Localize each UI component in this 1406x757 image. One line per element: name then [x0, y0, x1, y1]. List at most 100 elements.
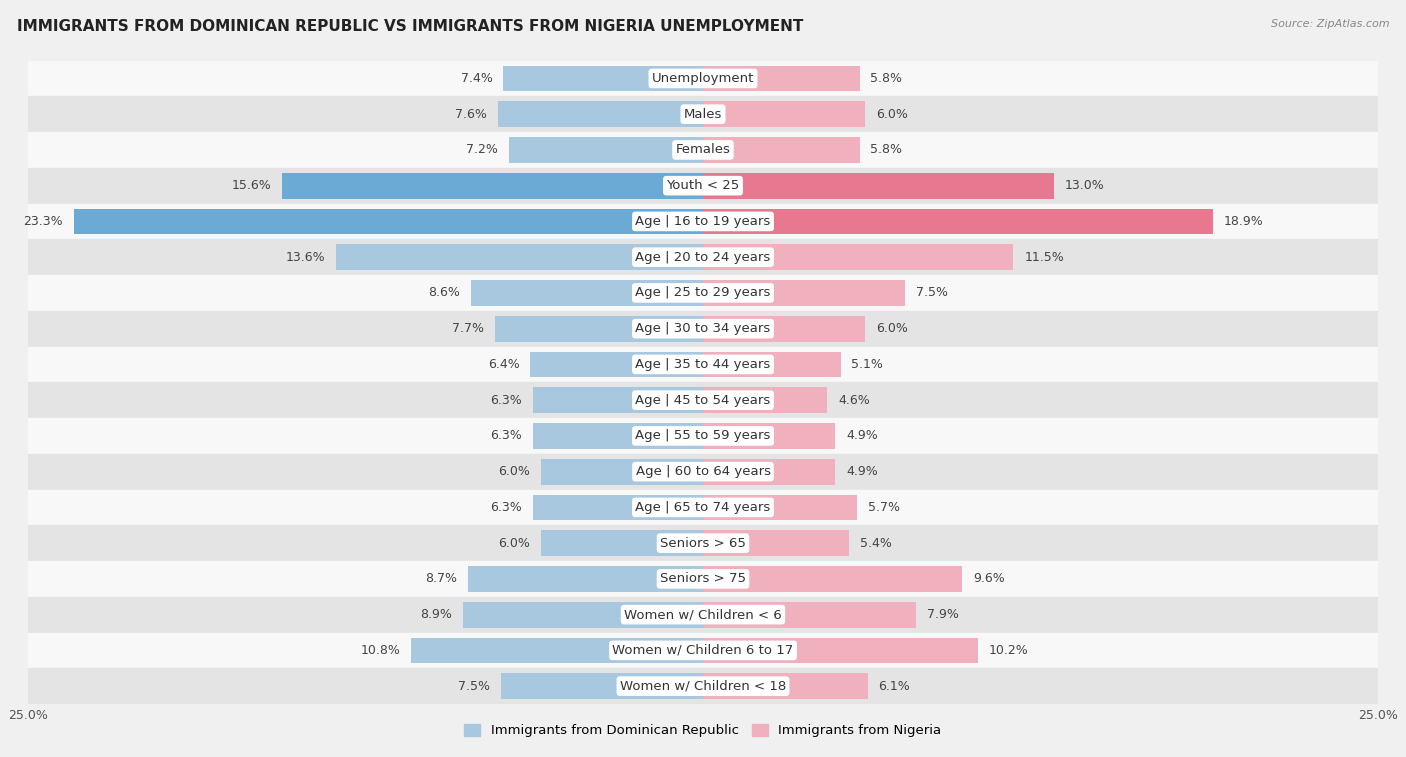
Text: 7.2%: 7.2% — [465, 143, 498, 157]
Bar — [28, 96, 1378, 132]
Text: Age | 20 to 24 years: Age | 20 to 24 years — [636, 251, 770, 263]
Bar — [336, 245, 703, 270]
Bar — [498, 101, 703, 127]
Bar — [75, 208, 703, 235]
Text: 23.3%: 23.3% — [24, 215, 63, 228]
Text: Age | 65 to 74 years: Age | 65 to 74 years — [636, 501, 770, 514]
Bar — [541, 531, 703, 556]
Bar — [530, 351, 703, 377]
Bar — [703, 637, 979, 663]
Text: 18.9%: 18.9% — [1225, 215, 1264, 228]
Bar — [495, 316, 703, 341]
Bar — [703, 280, 905, 306]
Text: 6.0%: 6.0% — [876, 107, 908, 120]
Bar — [468, 566, 703, 592]
Bar — [28, 275, 1378, 311]
Text: Seniors > 75: Seniors > 75 — [659, 572, 747, 585]
Bar — [703, 531, 849, 556]
Bar — [703, 566, 962, 592]
Text: Women w/ Children 6 to 17: Women w/ Children 6 to 17 — [613, 644, 793, 657]
Text: Source: ZipAtlas.com: Source: ZipAtlas.com — [1271, 19, 1389, 29]
Text: Women w/ Children < 6: Women w/ Children < 6 — [624, 608, 782, 621]
Text: Age | 35 to 44 years: Age | 35 to 44 years — [636, 358, 770, 371]
Bar — [463, 602, 703, 628]
Bar — [28, 347, 1378, 382]
Bar — [703, 316, 865, 341]
Bar — [28, 311, 1378, 347]
Bar — [541, 459, 703, 484]
Text: 6.0%: 6.0% — [498, 537, 530, 550]
Bar — [412, 637, 703, 663]
Bar — [533, 423, 703, 449]
Text: Age | 16 to 19 years: Age | 16 to 19 years — [636, 215, 770, 228]
Text: Age | 30 to 34 years: Age | 30 to 34 years — [636, 322, 770, 335]
Text: 4.6%: 4.6% — [838, 394, 870, 407]
Text: 6.0%: 6.0% — [876, 322, 908, 335]
Bar — [28, 239, 1378, 275]
Bar — [703, 602, 917, 628]
Bar — [703, 351, 841, 377]
Bar — [28, 132, 1378, 168]
Bar — [28, 561, 1378, 597]
Text: 10.2%: 10.2% — [990, 644, 1029, 657]
Text: 6.0%: 6.0% — [498, 465, 530, 478]
Text: 7.9%: 7.9% — [927, 608, 959, 621]
Text: Age | 45 to 54 years: Age | 45 to 54 years — [636, 394, 770, 407]
Text: 9.6%: 9.6% — [973, 572, 1005, 585]
Text: 5.7%: 5.7% — [868, 501, 900, 514]
Bar — [503, 66, 703, 92]
Text: Unemployment: Unemployment — [652, 72, 754, 85]
Bar — [28, 204, 1378, 239]
Bar — [703, 208, 1213, 235]
Text: 7.5%: 7.5% — [917, 286, 948, 300]
Text: 7.5%: 7.5% — [458, 680, 489, 693]
Bar — [703, 673, 868, 699]
Bar — [28, 453, 1378, 490]
Text: 6.3%: 6.3% — [491, 501, 522, 514]
Bar — [28, 668, 1378, 704]
Text: 5.4%: 5.4% — [859, 537, 891, 550]
Bar — [703, 137, 859, 163]
Bar — [509, 137, 703, 163]
Text: 4.9%: 4.9% — [846, 465, 877, 478]
Text: Seniors > 65: Seniors > 65 — [659, 537, 747, 550]
Text: 6.3%: 6.3% — [491, 394, 522, 407]
Legend: Immigrants from Dominican Republic, Immigrants from Nigeria: Immigrants from Dominican Republic, Immi… — [460, 718, 946, 743]
Bar — [28, 168, 1378, 204]
Bar — [703, 388, 827, 413]
Bar — [281, 173, 703, 198]
Text: Youth < 25: Youth < 25 — [666, 179, 740, 192]
Text: IMMIGRANTS FROM DOMINICAN REPUBLIC VS IMMIGRANTS FROM NIGERIA UNEMPLOYMENT: IMMIGRANTS FROM DOMINICAN REPUBLIC VS IM… — [17, 19, 803, 34]
Bar — [703, 459, 835, 484]
Text: 8.9%: 8.9% — [420, 608, 451, 621]
Text: 5.1%: 5.1% — [852, 358, 883, 371]
Bar — [501, 673, 703, 699]
Bar — [28, 633, 1378, 668]
Text: 13.0%: 13.0% — [1064, 179, 1105, 192]
Text: 4.9%: 4.9% — [846, 429, 877, 442]
Bar — [703, 494, 856, 520]
Text: 6.1%: 6.1% — [879, 680, 910, 693]
Text: Females: Females — [675, 143, 731, 157]
Bar — [703, 101, 865, 127]
Text: Age | 55 to 59 years: Age | 55 to 59 years — [636, 429, 770, 442]
Text: 5.8%: 5.8% — [870, 72, 903, 85]
Text: 7.4%: 7.4% — [461, 72, 492, 85]
Text: 7.6%: 7.6% — [456, 107, 486, 120]
Text: Women w/ Children < 18: Women w/ Children < 18 — [620, 680, 786, 693]
Text: 15.6%: 15.6% — [232, 179, 271, 192]
Text: Males: Males — [683, 107, 723, 120]
Bar — [28, 418, 1378, 453]
Bar — [28, 490, 1378, 525]
Text: 11.5%: 11.5% — [1024, 251, 1064, 263]
Text: 5.8%: 5.8% — [870, 143, 903, 157]
Bar — [28, 597, 1378, 633]
Text: 8.6%: 8.6% — [429, 286, 460, 300]
Bar — [28, 382, 1378, 418]
Bar — [471, 280, 703, 306]
Bar — [703, 245, 1014, 270]
Bar — [533, 388, 703, 413]
Text: 10.8%: 10.8% — [361, 644, 401, 657]
Text: 8.7%: 8.7% — [426, 572, 457, 585]
Bar — [703, 423, 835, 449]
